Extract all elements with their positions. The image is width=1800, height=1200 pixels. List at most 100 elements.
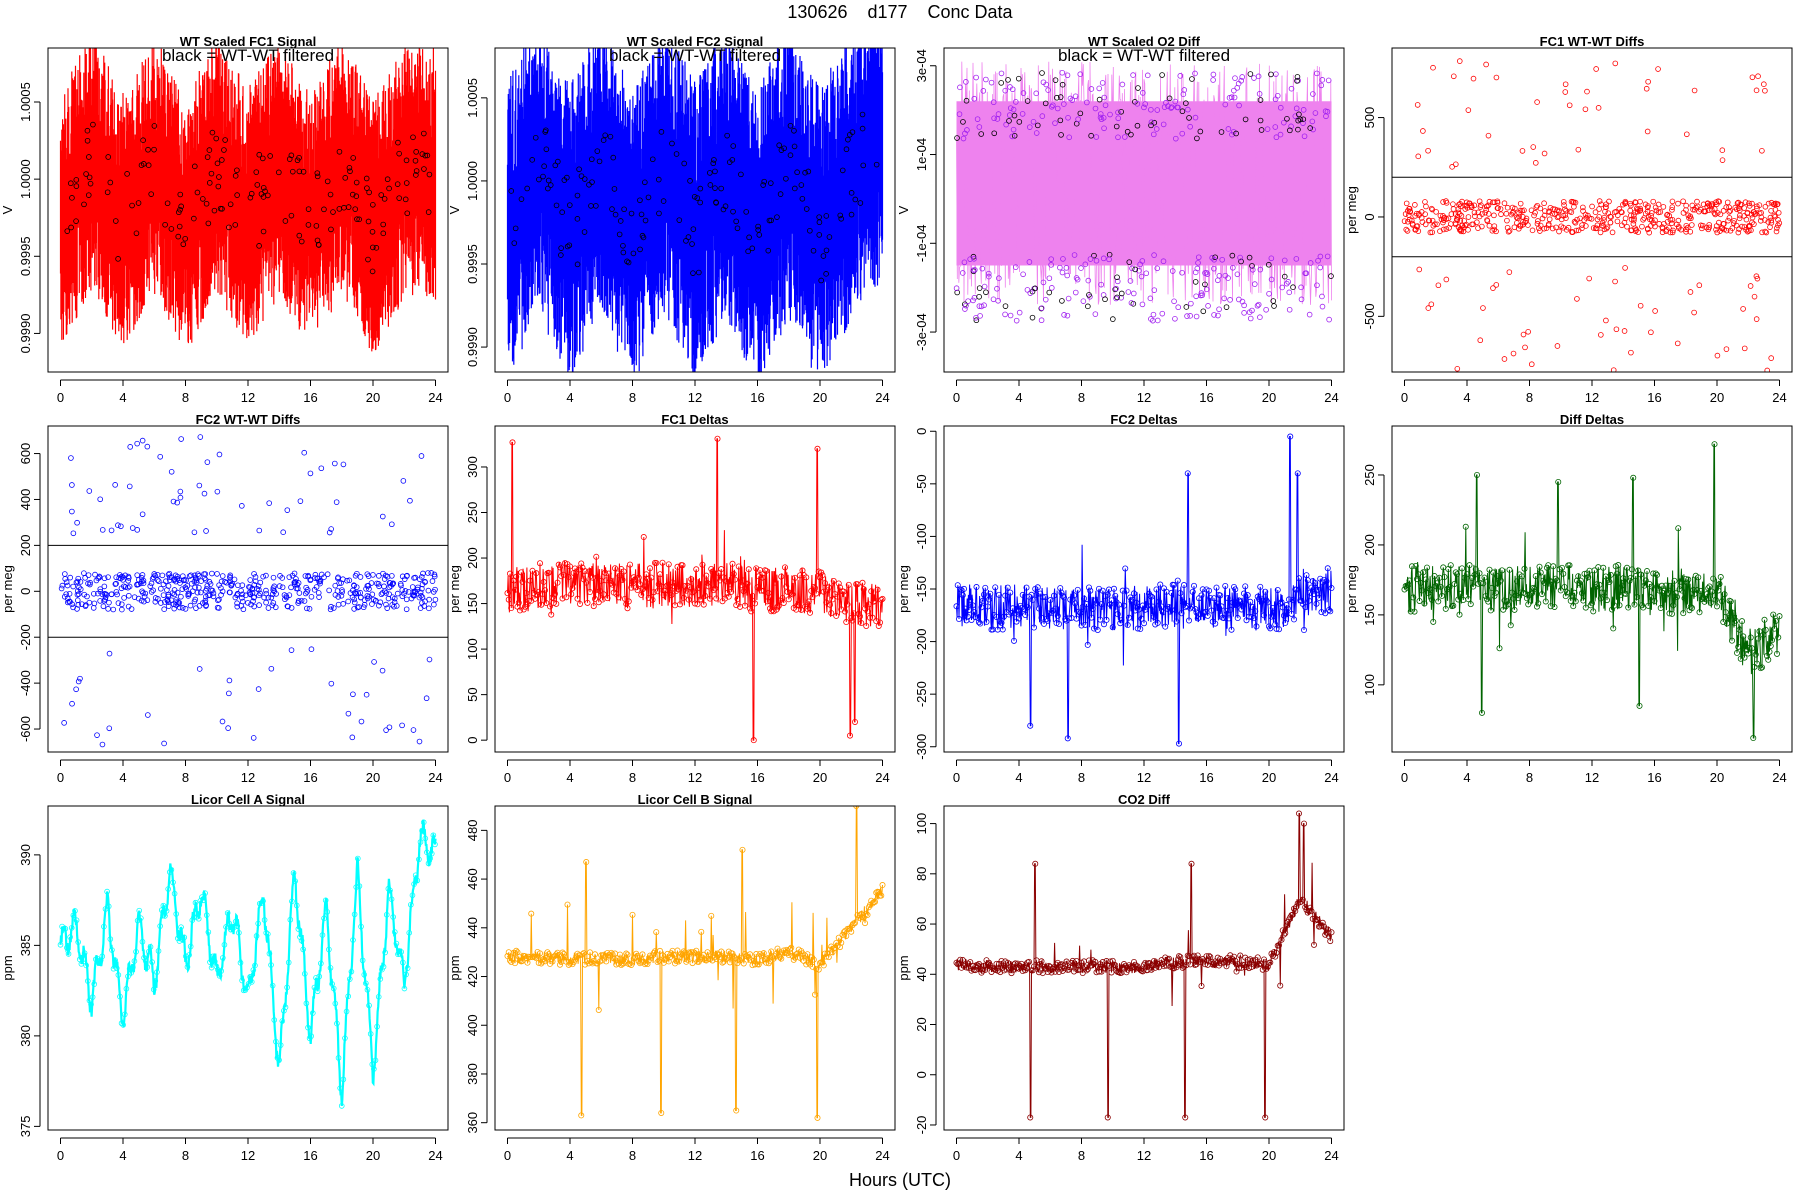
signal-point [224,910,231,916]
filtered-point [73,183,80,189]
filtered-point [1229,252,1236,259]
x-tick-label: 20 [1262,770,1276,785]
signal-point [1466,562,1473,569]
diff-point [394,590,401,597]
diff-point [173,597,179,603]
outlier-point [161,740,167,747]
signal-point [991,966,998,973]
signal-point [820,962,827,969]
signal-point [857,613,864,620]
signal-point [1131,590,1138,597]
diff-point [366,586,372,592]
filtered-point [265,192,271,199]
filtered-point [1115,109,1121,116]
signal-point [509,955,516,962]
diff-point [171,587,178,593]
signal-point [223,924,229,930]
plot-frame [494,805,896,1131]
signal-point [1594,581,1601,588]
x-tick-label: 16 [1199,390,1213,405]
signal-point [1716,581,1723,588]
signal-point [334,1020,340,1027]
diff-point [1406,205,1413,212]
filtered-point [1154,107,1161,113]
outlier-point [1719,157,1726,163]
filtered-point [133,230,140,237]
filtered-point [566,242,573,249]
filtered-point [1284,115,1290,122]
outlier-point [1753,87,1760,94]
filtered-point [1013,317,1020,324]
filtered-point [1286,289,1293,296]
filtered-point [1059,81,1066,88]
filtered-point [1172,135,1179,142]
signal-point [769,607,776,614]
signal-point [318,960,324,967]
outlier-point [340,461,347,468]
diff-point [1754,203,1760,210]
diff-point [1723,227,1730,234]
outlier-point [1622,265,1628,271]
signal-point [708,565,715,572]
signal-point [171,890,178,897]
diff-point [345,598,351,605]
signal-point [1273,625,1280,632]
filtered-point [658,129,665,135]
filtered-point [1296,111,1302,118]
filtered-point [1317,264,1323,271]
signal-point [1267,959,1274,966]
filtered-point [346,164,353,171]
filtered-point [1277,104,1284,111]
filtered-point [818,277,824,284]
signal-point [677,601,684,608]
signal-point [822,950,829,957]
plot-frame [1391,47,1793,373]
signal-point [1267,625,1274,632]
signal-point [345,993,351,1000]
signal-point [1039,593,1046,600]
x-tick-label: 8 [629,1148,636,1163]
filtered-point [962,301,968,308]
signal-point [91,981,98,987]
signal-point [1186,617,1193,624]
outlier-point [1435,282,1442,289]
diff-point [91,600,98,607]
signal-point [1056,621,1063,628]
diff-point [1670,227,1676,234]
signal-point [89,994,96,1000]
signal-point [705,583,712,590]
filtered-point [1310,91,1316,97]
filtered-point [1113,123,1120,130]
filtered-point [426,171,433,178]
signal-point [568,591,575,598]
plot-area [1401,441,1783,742]
signal-point [412,872,419,879]
panel-note: black = WT-WT filtered [162,46,334,65]
diff-point [1674,221,1680,228]
panel-note: black = WT-WT filtered [1058,46,1230,65]
diff-point [1734,206,1740,213]
signal-point [1148,593,1155,600]
filtered-point [1064,312,1071,319]
signal-point [200,897,207,904]
diff-point [74,597,81,604]
diff-point [1525,222,1531,228]
diff-point [1596,198,1603,204]
diff-point [116,575,122,581]
filtered-point [1151,252,1157,258]
diff-point [1768,217,1775,224]
filtered-point [545,185,551,192]
signal-point [815,966,822,973]
x-tick-label: 8 [182,1148,189,1163]
signal-point [830,578,837,585]
signal-point [740,960,747,967]
signal-point [157,923,163,929]
filtered-point [1086,292,1092,298]
diff-point [312,571,319,578]
diff-point [1660,204,1667,210]
plot-area [57,819,438,1109]
signal-point [650,950,657,957]
outlier-point [157,453,164,460]
x-tick-label: 20 [1262,390,1276,405]
